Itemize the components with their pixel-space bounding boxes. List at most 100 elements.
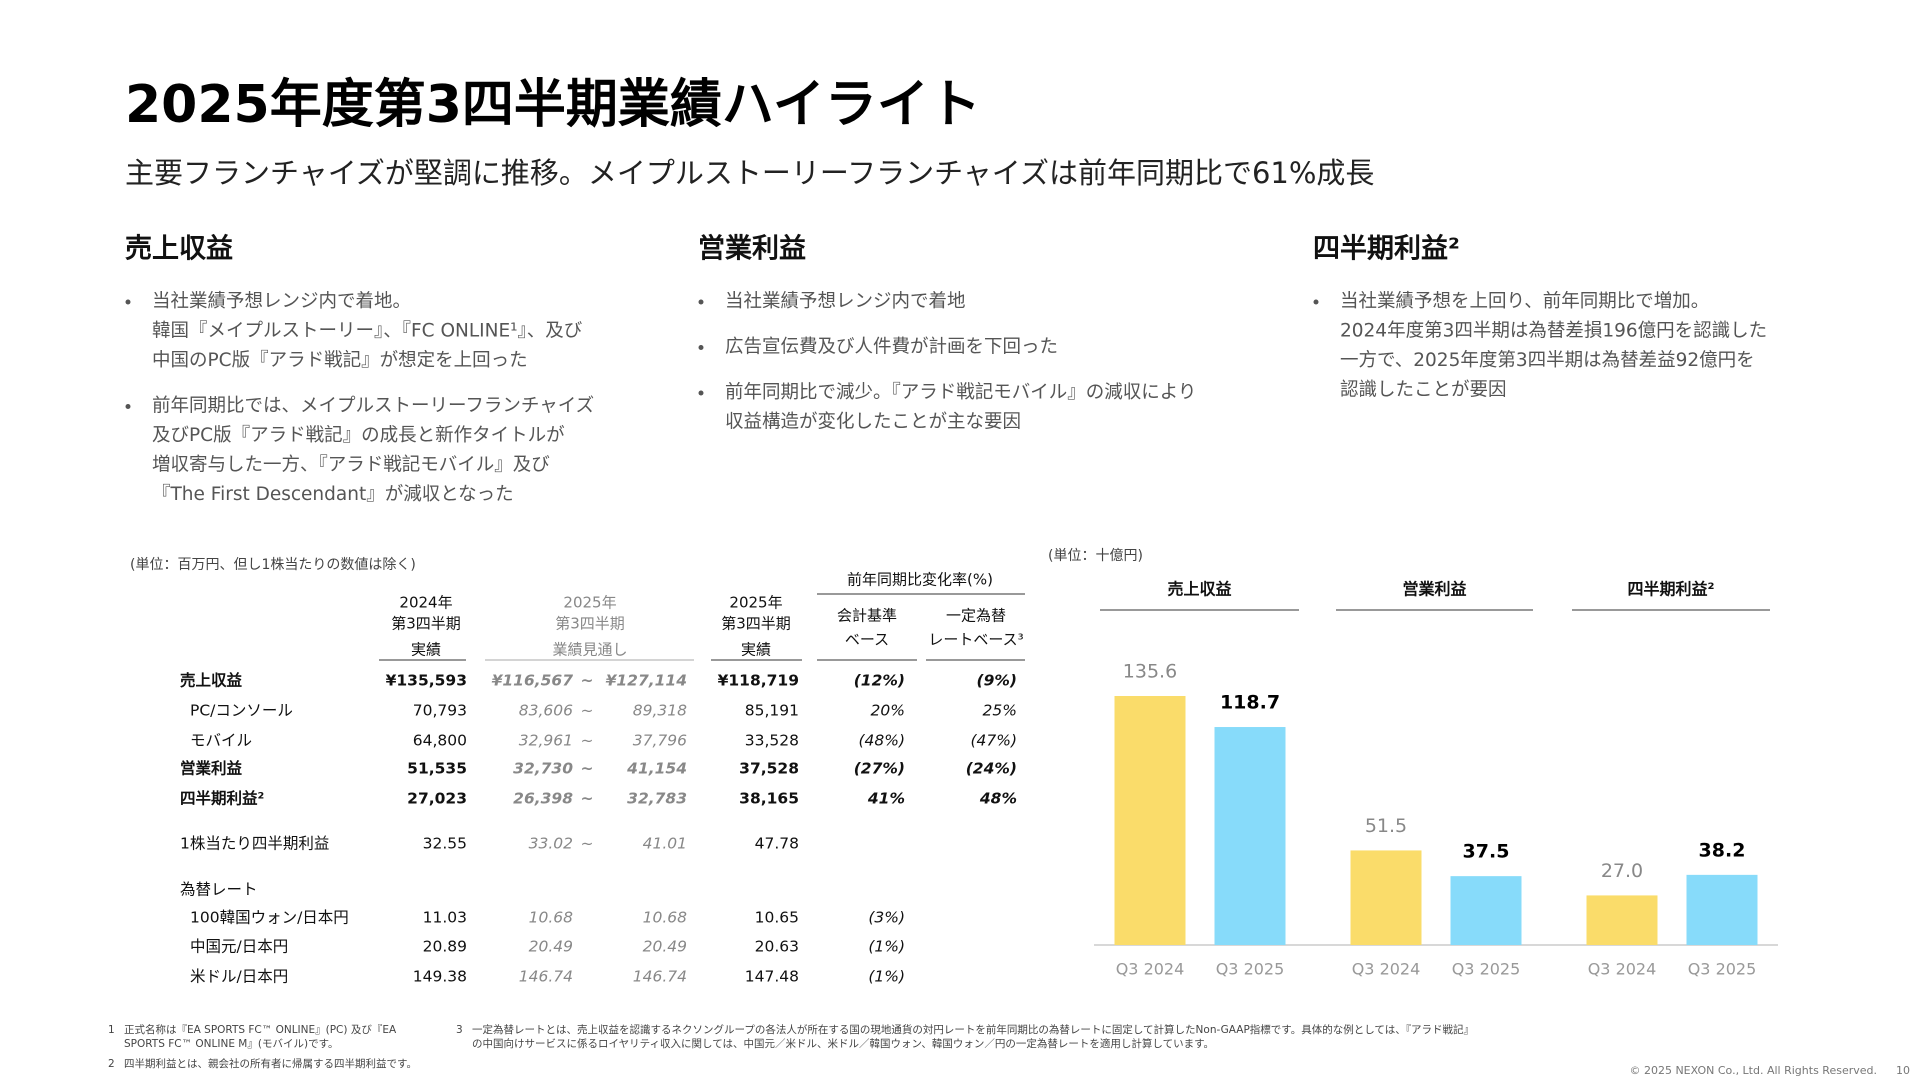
bullet-dot <box>125 404 131 409</box>
table-cell: 149.38 <box>413 968 467 986</box>
table-header: 実績 <box>741 641 771 659</box>
chart-title: 四半期利益² <box>1627 580 1714 599</box>
bullet-dot <box>1313 299 1319 305</box>
category-label: Q3 2025 <box>1688 960 1757 979</box>
section-heading: 売上収益 <box>125 234 233 265</box>
row-label: 中国元/日本円 <box>190 938 288 956</box>
value-label: 38.2 <box>1699 839 1746 861</box>
table-cell: 89,318 <box>633 702 687 720</box>
row-label: モバイル <box>190 732 252 750</box>
row-label: 四半期利益² <box>180 789 264 808</box>
bullet-text: 前年同期比では、メイプルストーリーフランチャイズ <box>152 396 594 417</box>
bar <box>1686 874 1758 945</box>
bullet-dot <box>698 390 704 396</box>
table-cell: 20.49 <box>529 938 573 956</box>
bullet-text: 『The First Descendant』が減収となった <box>152 484 514 505</box>
value-label: 37.5 <box>1463 841 1510 863</box>
category-label: Q3 2024 <box>1352 960 1421 979</box>
bar <box>1214 727 1286 945</box>
row-label: 営業利益 <box>180 759 243 778</box>
table-cell: 20.89 <box>423 938 467 956</box>
bullet-text: 及びPC版『アラド戦記』の成長と新作タイトルが <box>152 425 565 446</box>
table-header: 2024年 <box>399 594 452 612</box>
bullet-dot <box>125 299 131 305</box>
table-header: 2025年 <box>729 594 782 612</box>
table-cell: 26,398 <box>513 790 573 808</box>
value-label: 135.6 <box>1123 661 1177 683</box>
footnote-text: の中国向けサービスに係るロイヤリティ収入に関しては、中国元／米ドル、米ドル／韓国… <box>472 1037 1214 1050</box>
footnote-number: 2 <box>108 1058 115 1070</box>
bullet-text: 一方で、2025年度第3四半期は為替差益92億円を <box>1340 350 1755 371</box>
row-label: 100韓国ウォン/日本円 <box>190 909 349 927</box>
table-cell: 33,528 <box>745 732 799 750</box>
table-cell: 27,023 <box>407 790 467 808</box>
table-cell: 11.03 <box>423 909 467 927</box>
table-cell: 33.02 <box>529 835 573 853</box>
bullet-text: 広告宣伝費及び人件費が計画を下回った <box>725 337 1058 358</box>
slide-subtitle: 主要フランチャイズが堅調に推移。メイプルストーリーフランチャイズは前年同期比で6… <box>125 156 1374 190</box>
table-header: 2025年 <box>563 594 616 612</box>
table-cell: 85,191 <box>745 702 799 720</box>
table-cell: 20.63 <box>755 938 799 956</box>
bullet-text: 当社業績予想レンジ内で着地 <box>725 291 966 312</box>
table-cell: 10.65 <box>755 909 799 927</box>
table-cell: 146.74 <box>519 968 573 986</box>
table-header: 第3四半期 <box>555 615 625 633</box>
table-cell: (3%) <box>868 909 905 927</box>
table-cell: ~ <box>581 790 594 808</box>
table-cell: (9%) <box>977 672 1017 690</box>
table-cell: 20.49 <box>643 938 687 956</box>
table-cell: 147.48 <box>745 968 799 986</box>
copyright: © 2025 NEXON Co., Ltd. All Rights Reserv… <box>1629 1064 1877 1077</box>
table-cell: (1%) <box>868 968 905 986</box>
table-header: 一定為替 <box>946 607 1006 625</box>
category-label: Q3 2024 <box>1588 960 1657 979</box>
bullet-text: 中国のPC版『アラド戦記』が想定を上回った <box>152 350 528 371</box>
table-unit: (単位：百万円、但し1株当たりの数値は除く) <box>130 557 416 573</box>
table-cell: 70,793 <box>413 702 467 720</box>
footnote-text: 一定為替レートとは、売上収益を認識するネクソングループの各法人が所在する国の現地… <box>472 1023 1474 1036</box>
table-header: 会計基準 <box>837 607 897 625</box>
row-label: 米ドル/日本円 <box>190 968 288 986</box>
table-cell: 32,961 <box>519 732 573 750</box>
footnote-text: 四半期利益とは、親会社の所有者に帰属する四半期利益です。 <box>124 1057 417 1070</box>
table-cell: 47.78 <box>755 835 799 853</box>
row-label: 1株当たり四半期利益 <box>180 835 329 853</box>
table-cell: ¥118,719 <box>718 672 799 690</box>
bullet-text: 当社業績予想レンジ内で着地。 <box>152 291 411 312</box>
table-cell: (1%) <box>868 938 905 956</box>
bullet-dot <box>698 299 704 305</box>
table-header: レートベース³ <box>928 631 1023 649</box>
bar <box>1450 876 1522 945</box>
bullet-text: 韓国『メイプルストーリー』、『FC ONLINE¹』、及び <box>152 321 583 342</box>
footnote-number: 3 <box>456 1024 463 1036</box>
bullet-text: 増収寄与した一方、『アラド戦記モバイル』及び <box>152 455 550 476</box>
table-cell: (24%) <box>966 760 1017 778</box>
bullet-text: 当社業績予想を上回り、前年同期比で増加。 <box>1340 291 1709 312</box>
section-heading: 営業利益 <box>698 233 806 265</box>
bullet-text: 2024年度第3四半期は為替差損196億円を認識した <box>1340 321 1767 342</box>
table-cell: 32,783 <box>627 790 687 808</box>
table-cell: (27%) <box>854 760 905 778</box>
footnote-text: 正式名称は『EA SPORTS FC™ ONLINE』(PC) 及び『EA <box>124 1023 397 1036</box>
table-cell: 83,606 <box>519 702 573 720</box>
bar <box>1114 696 1186 945</box>
table-cell: 32.55 <box>423 835 467 853</box>
slide-title: 2025年度第3四半期業績ハイライト <box>125 75 981 135</box>
table-cell: ~ <box>581 732 594 750</box>
table-cell: ~ <box>581 835 594 853</box>
table-header: 実績 <box>411 641 441 659</box>
table-group-header: 前年同期比変化率(%) <box>847 571 993 589</box>
table-cell: ¥135,593 <box>386 672 467 690</box>
table-cell: ~ <box>581 702 594 720</box>
table-cell: (47%) <box>970 732 1017 750</box>
value-label: 118.7 <box>1220 692 1280 714</box>
bullet-text: 前年同期比で減少。『アラド戦記モバイル』の減収により <box>725 382 1196 403</box>
chart-unit: (単位：十億円) <box>1048 548 1143 564</box>
table-cell: ~ <box>581 760 594 778</box>
chart-title: 売上収益 <box>1167 580 1231 599</box>
table-cell: (12%) <box>854 672 905 690</box>
table-cell: 37,528 <box>739 760 799 778</box>
category-label: Q3 2024 <box>1116 960 1185 979</box>
